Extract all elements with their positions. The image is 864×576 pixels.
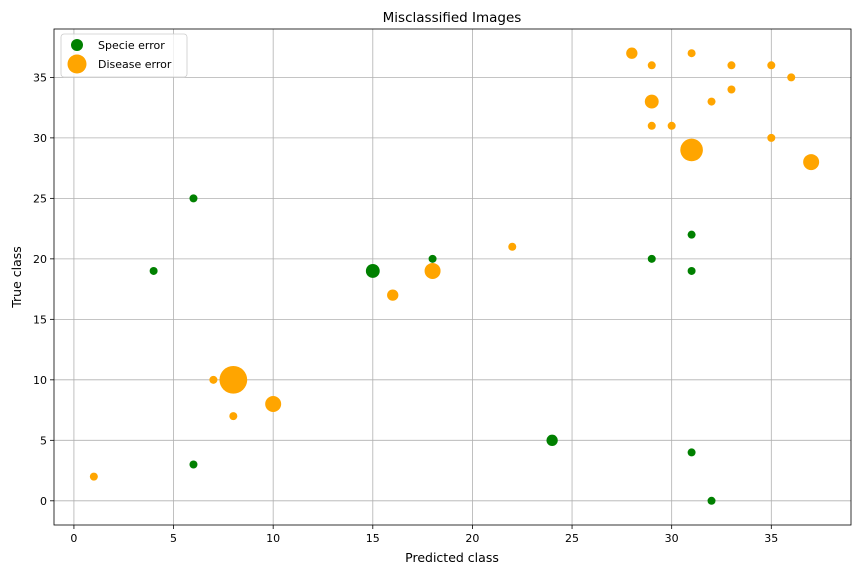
disease-error-point: [219, 365, 248, 394]
disease-error-point: [787, 73, 796, 82]
legend-marker-specie-error: [71, 39, 83, 51]
specie-error-point: [189, 460, 198, 469]
disease-error-point: [803, 154, 820, 171]
specie-error-point: [687, 266, 696, 275]
y-tick-label: 15: [33, 313, 47, 326]
specie-error-point: [428, 254, 437, 263]
legend-label-disease-error: Disease error: [98, 58, 172, 71]
x-tick-label: 10: [266, 532, 280, 545]
disease-error-point: [647, 61, 656, 70]
disease-error-point: [424, 262, 441, 279]
specie-error-point: [546, 434, 558, 446]
data-points: [89, 47, 820, 505]
y-tick-label: 0: [40, 495, 47, 508]
disease-error-point: [265, 396, 282, 413]
x-tick-label: 20: [465, 532, 479, 545]
y-tick-label: 25: [33, 192, 47, 205]
legend-marker-disease-error: [67, 54, 87, 74]
disease-error-point: [767, 61, 776, 70]
specie-error-point: [647, 254, 656, 263]
specie-error-point: [149, 266, 158, 275]
x-tick-label: 0: [70, 532, 77, 545]
specie-error-point: [189, 194, 198, 203]
disease-error-point: [727, 61, 736, 70]
x-axis-label: Predicted class: [405, 550, 499, 565]
disease-error-point: [767, 133, 776, 142]
disease-error-point: [89, 472, 98, 481]
x-tick-label: 35: [764, 532, 778, 545]
x-tick-label: 30: [665, 532, 679, 545]
x-tick-label: 5: [170, 532, 177, 545]
legend-box: [60, 33, 188, 78]
y-tick-label: 30: [33, 132, 47, 145]
disease-error-point: [680, 138, 703, 162]
specie-error-point: [707, 496, 716, 505]
disease-error-point: [647, 121, 656, 130]
y-tick-label: 10: [33, 374, 47, 387]
chart-title: Misclassified Images: [383, 10, 522, 26]
specie-error-point: [687, 230, 696, 239]
specie-error-point: [687, 448, 696, 457]
disease-error-point: [229, 412, 238, 421]
axis-ticks: 0 5 10 15 20 25 30 35 0 5 10 15 20 25 30 35: [33, 71, 778, 545]
disease-error-point: [387, 289, 399, 301]
plot-frame: [53, 28, 852, 526]
legend: Specie error Disease error: [60, 33, 188, 78]
x-tick-label: 25: [565, 532, 579, 545]
disease-error-point: [727, 85, 736, 94]
x-tick-label: 15: [366, 532, 380, 545]
disease-error-point: [687, 49, 696, 58]
specie-error-point: [365, 264, 380, 278]
y-tick-label: 35: [33, 71, 47, 84]
disease-error-point: [626, 47, 638, 59]
grid-lines: [54, 29, 851, 525]
disease-error-point: [667, 121, 676, 130]
legend-label-specie-error: Specie error: [98, 39, 165, 52]
disease-error-point: [644, 94, 659, 109]
disease-error-point: [508, 242, 517, 251]
y-tick-label: 5: [40, 434, 47, 447]
disease-error-point: [707, 97, 716, 106]
disease-error-point: [209, 375, 218, 384]
y-axis-label: True class: [9, 246, 24, 309]
y-tick-label: 20: [33, 253, 47, 266]
